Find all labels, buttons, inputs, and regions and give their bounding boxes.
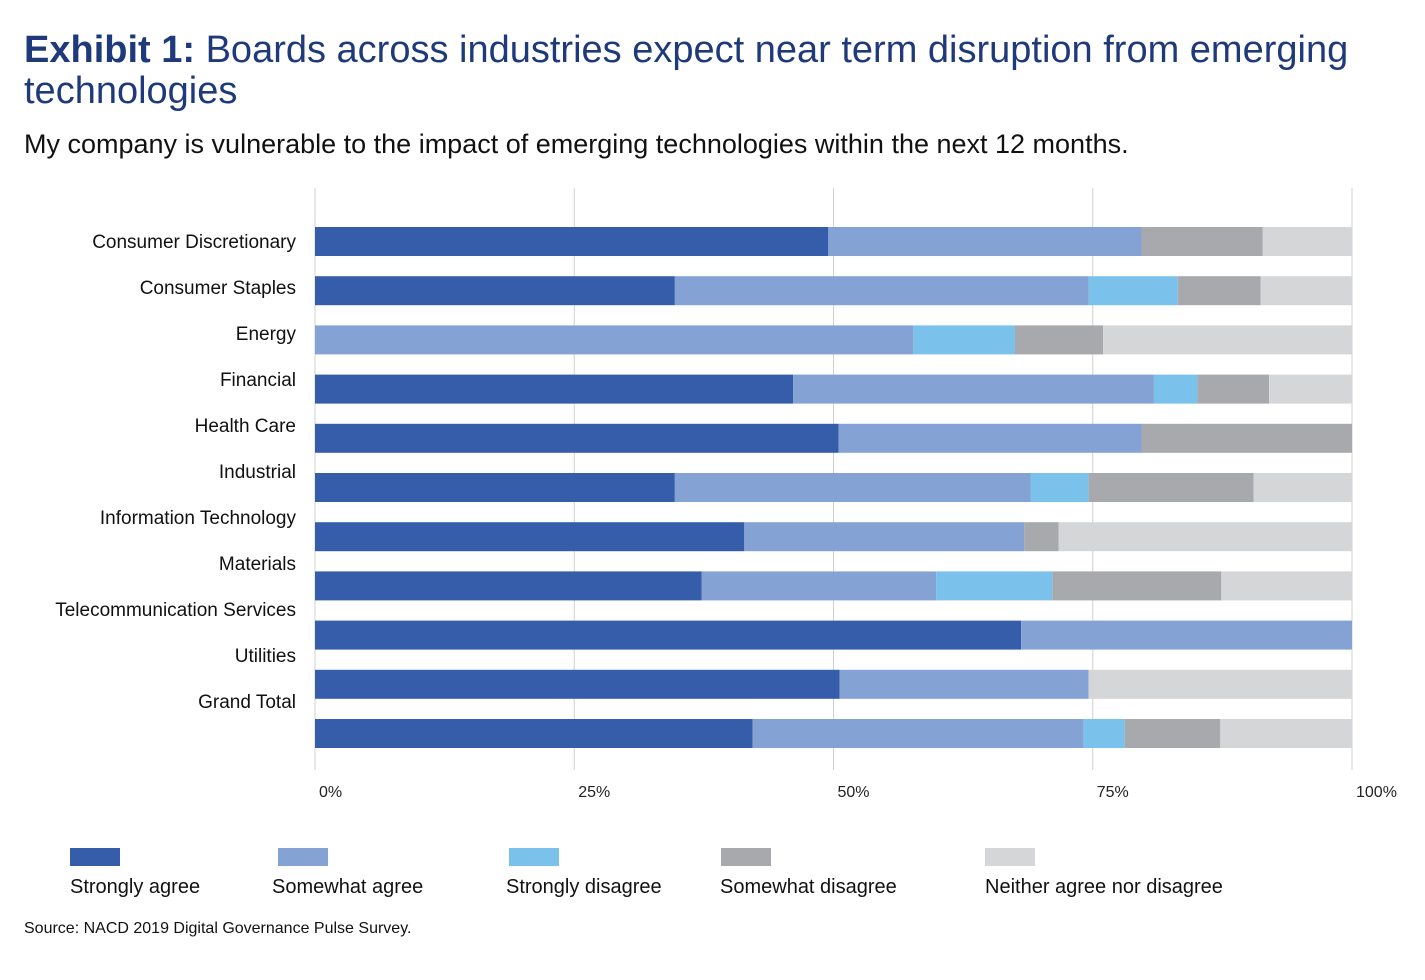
bar-segment — [315, 669, 840, 699]
chart-title-text: Boards across industries expect near ter… — [24, 29, 1349, 112]
legend-item: Strongly disagree — [506, 848, 662, 899]
bar-segment — [315, 325, 914, 355]
bar-segment — [315, 522, 745, 552]
bar-segment — [1021, 620, 1352, 650]
legend-label: Strongly agree — [70, 876, 201, 898]
bar-segment — [936, 571, 1053, 601]
chart-legend: Strongly agree Somewhat agree Strongly dis… — [0, 848, 1425, 908]
stacked-bar-chart: 0% 25% 50% 75% 100% Consumer Discretionary Con… — [55, 188, 1397, 801]
bar-segment — [1124, 719, 1221, 748]
bar-segment — [1083, 719, 1125, 748]
bar-segment — [315, 227, 829, 256]
bar-segment — [1177, 276, 1261, 306]
legend-swatch — [721, 848, 771, 866]
chart-subtitle: My company is vulnerable to the impact o… — [24, 129, 1129, 159]
bar-segment — [1141, 423, 1352, 453]
category-label: Energy — [236, 324, 297, 345]
category-label: Utilities — [235, 646, 296, 667]
legend-swatch — [278, 848, 328, 866]
bar-segment — [1024, 522, 1059, 552]
legend-label: Strongly disagree — [506, 876, 662, 898]
x-tick-label: 0% — [319, 784, 342, 801]
bar-segment — [1052, 571, 1222, 601]
category-label: Telecommunication Services — [55, 600, 296, 621]
legend-item: Neither agree nor disagree — [985, 848, 1223, 899]
bar-segment — [315, 374, 794, 404]
x-tick-label: 100% — [1356, 784, 1397, 801]
bar-segment — [1103, 325, 1352, 355]
x-tick-label: 75% — [1097, 784, 1129, 801]
bar-segment — [1030, 473, 1089, 502]
bar-segment — [1088, 276, 1178, 306]
bar-segment — [315, 620, 1022, 650]
legend-swatch — [70, 848, 120, 866]
bar-segment — [1058, 522, 1352, 552]
category-label: Financial — [220, 370, 296, 391]
legend-swatch — [985, 848, 1035, 866]
bar-segment — [1141, 227, 1263, 256]
bar-segment — [1269, 374, 1352, 404]
bar-segment — [752, 719, 1084, 748]
legend-item: Strongly agree — [70, 848, 200, 899]
bar-segment — [701, 571, 937, 601]
category-label: Health Care — [195, 416, 296, 437]
bar-segment — [674, 276, 1089, 306]
bar-segment — [744, 522, 1025, 552]
bar-segment — [674, 473, 1031, 502]
category-label: Grand Total — [198, 692, 296, 713]
bar-segment — [793, 374, 1154, 404]
bar-segment — [1220, 719, 1352, 748]
bar-segment — [315, 423, 839, 453]
chart-title: Exhibit 1: Boards across industries expe… — [24, 30, 1404, 112]
category-label: Information Technology — [100, 508, 297, 529]
bar-segment — [1262, 227, 1352, 256]
legend-item: Somewhat disagree — [720, 848, 897, 899]
bar-segment — [1260, 276, 1352, 306]
bar-segment — [1088, 473, 1254, 502]
bar-segment — [315, 571, 702, 601]
bar-segment — [913, 325, 1015, 355]
legend-label: Somewhat agree — [272, 876, 424, 898]
bar-segment — [1253, 473, 1352, 502]
bar-segment — [1197, 374, 1270, 404]
category-label: Industrial — [219, 462, 296, 483]
source-note: Source: NACD 2019 Digital Governance Pul… — [24, 920, 412, 937]
category-label: Consumer Staples — [140, 278, 296, 299]
bar-segment — [1014, 325, 1104, 355]
bar-segment — [828, 227, 1142, 256]
x-tick-label: 50% — [838, 784, 870, 801]
legend-label: Neither agree nor disagree — [985, 876, 1223, 898]
category-label: Consumer Discretionary — [92, 232, 296, 253]
bar-segment — [1088, 669, 1352, 699]
bar-segment — [1221, 571, 1352, 601]
legend-swatch — [509, 848, 559, 866]
category-label: Materials — [219, 554, 296, 575]
legend-item: Somewhat agree — [272, 848, 423, 899]
bar-segment — [839, 669, 1089, 699]
bar-segment — [315, 473, 675, 502]
bar-segment — [315, 719, 753, 748]
chart-title-lead: Exhibit 1: — [24, 29, 196, 71]
bar-segment — [315, 276, 675, 306]
x-tick-label: 25% — [578, 784, 610, 801]
legend-label: Somewhat disagree — [720, 876, 897, 898]
bar-segment — [838, 423, 1142, 453]
bar-segment — [1153, 374, 1198, 404]
